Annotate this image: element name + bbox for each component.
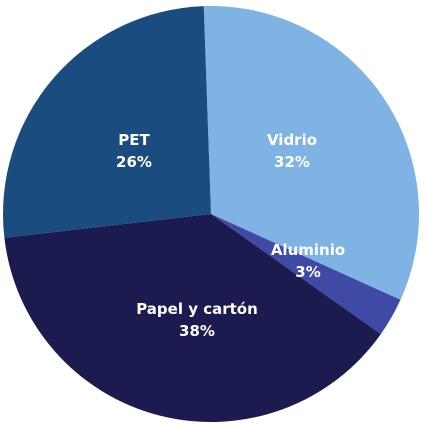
label-aluminio: Aluminio [271, 241, 345, 259]
label-vidrio: Vidrio [267, 131, 317, 149]
value-label-aluminio: 3% [295, 263, 320, 281]
slice-aluminio [211, 214, 401, 335]
slice-vidrio [203, 6, 420, 300]
slice-pet [3, 6, 212, 238]
label-papel-y-carton: Papel y cartón [136, 300, 258, 318]
value-label-papel-y-carton: 38% [179, 322, 215, 340]
value-label-vidrio: 32% [274, 153, 310, 171]
value-label-pet: 26% [116, 153, 152, 171]
slice-papel-y-carton [4, 214, 381, 422]
label-pet: PET [118, 131, 150, 149]
